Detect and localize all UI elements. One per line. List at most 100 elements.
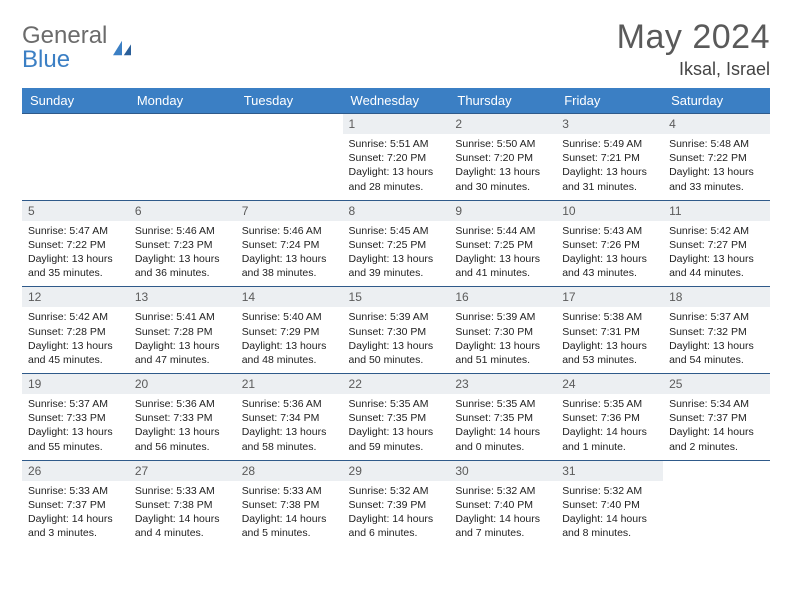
day-number: 24 [556, 374, 663, 394]
day-number: 17 [556, 287, 663, 307]
day-details: Sunrise: 5:44 AMSunset: 7:25 PMDaylight:… [449, 221, 556, 287]
logo: General Blue [22, 24, 133, 72]
day-details: Sunrise: 5:39 AMSunset: 7:30 PMDaylight:… [343, 307, 450, 373]
weekday-header: Thursday [449, 88, 556, 114]
day-number: 5 [22, 201, 129, 221]
weekday-header: Friday [556, 88, 663, 114]
sail-icon [111, 39, 133, 57]
calendar-cell: 4Sunrise: 5:48 AMSunset: 7:22 PMDaylight… [663, 114, 770, 201]
day-number: 21 [236, 374, 343, 394]
day-number: 11 [663, 201, 770, 221]
day-number: 14 [236, 287, 343, 307]
day-number: 1 [343, 114, 450, 134]
day-number: 20 [129, 374, 236, 394]
day-number: 9 [449, 201, 556, 221]
day-details: Sunrise: 5:34 AMSunset: 7:37 PMDaylight:… [663, 394, 770, 460]
day-details: Sunrise: 5:39 AMSunset: 7:30 PMDaylight:… [449, 307, 556, 373]
calendar-cell: 19Sunrise: 5:37 AMSunset: 7:33 PMDayligh… [22, 374, 129, 461]
day-number: 28 [236, 461, 343, 481]
weekday-header: Monday [129, 88, 236, 114]
day-details: Sunrise: 5:47 AMSunset: 7:22 PMDaylight:… [22, 221, 129, 287]
day-details: Sunrise: 5:38 AMSunset: 7:31 PMDaylight:… [556, 307, 663, 373]
calendar-cell: 8Sunrise: 5:45 AMSunset: 7:25 PMDaylight… [343, 200, 450, 287]
day-number: 29 [343, 461, 450, 481]
calendar-head: SundayMondayTuesdayWednesdayThursdayFrid… [22, 88, 770, 114]
calendar-cell: 6Sunrise: 5:46 AMSunset: 7:23 PMDaylight… [129, 200, 236, 287]
day-details: Sunrise: 5:40 AMSunset: 7:29 PMDaylight:… [236, 307, 343, 373]
calendar-row: 19Sunrise: 5:37 AMSunset: 7:33 PMDayligh… [22, 374, 770, 461]
day-number: 30 [449, 461, 556, 481]
day-details: Sunrise: 5:35 AMSunset: 7:35 PMDaylight:… [449, 394, 556, 460]
calendar-body: ......1Sunrise: 5:51 AMSunset: 7:20 PMDa… [22, 114, 770, 547]
day-details: Sunrise: 5:48 AMSunset: 7:22 PMDaylight:… [663, 134, 770, 200]
calendar-cell: 12Sunrise: 5:42 AMSunset: 7:28 PMDayligh… [22, 287, 129, 374]
calendar-cell: 9Sunrise: 5:44 AMSunset: 7:25 PMDaylight… [449, 200, 556, 287]
day-details: Sunrise: 5:32 AMSunset: 7:40 PMDaylight:… [556, 481, 663, 547]
day-number: 27 [129, 461, 236, 481]
day-number: 15 [343, 287, 450, 307]
day-number: 26 [22, 461, 129, 481]
calendar-cell: 21Sunrise: 5:36 AMSunset: 7:34 PMDayligh… [236, 374, 343, 461]
day-number: 18 [663, 287, 770, 307]
day-details: Sunrise: 5:50 AMSunset: 7:20 PMDaylight:… [449, 134, 556, 200]
day-number: 31 [556, 461, 663, 481]
day-number: 23 [449, 374, 556, 394]
day-number: 13 [129, 287, 236, 307]
calendar-cell: 30Sunrise: 5:32 AMSunset: 7:40 PMDayligh… [449, 460, 556, 546]
day-details: Sunrise: 5:49 AMSunset: 7:21 PMDaylight:… [556, 134, 663, 200]
calendar-cell: 2Sunrise: 5:50 AMSunset: 7:20 PMDaylight… [449, 114, 556, 201]
weekday-header: Sunday [22, 88, 129, 114]
day-details: Sunrise: 5:35 AMSunset: 7:35 PMDaylight:… [343, 394, 450, 460]
day-number: 6 [129, 201, 236, 221]
calendar-cell: .. [663, 460, 770, 546]
day-details: Sunrise: 5:33 AMSunset: 7:38 PMDaylight:… [236, 481, 343, 547]
day-details: Sunrise: 5:32 AMSunset: 7:40 PMDaylight:… [449, 481, 556, 547]
day-number: 4 [663, 114, 770, 134]
calendar-cell: 5Sunrise: 5:47 AMSunset: 7:22 PMDaylight… [22, 200, 129, 287]
calendar-cell: 15Sunrise: 5:39 AMSunset: 7:30 PMDayligh… [343, 287, 450, 374]
header: General Blue May 2024 Iksal, Israel [22, 18, 770, 80]
calendar-cell: 11Sunrise: 5:42 AMSunset: 7:27 PMDayligh… [663, 200, 770, 287]
calendar-cell: .. [236, 114, 343, 201]
weekday-header: Saturday [663, 88, 770, 114]
calendar-cell: 24Sunrise: 5:35 AMSunset: 7:36 PMDayligh… [556, 374, 663, 461]
calendar-cell: 29Sunrise: 5:32 AMSunset: 7:39 PMDayligh… [343, 460, 450, 546]
calendar-cell: 23Sunrise: 5:35 AMSunset: 7:35 PMDayligh… [449, 374, 556, 461]
calendar-cell: 20Sunrise: 5:36 AMSunset: 7:33 PMDayligh… [129, 374, 236, 461]
calendar-cell: 13Sunrise: 5:41 AMSunset: 7:28 PMDayligh… [129, 287, 236, 374]
calendar-row: 12Sunrise: 5:42 AMSunset: 7:28 PMDayligh… [22, 287, 770, 374]
calendar-cell: 14Sunrise: 5:40 AMSunset: 7:29 PMDayligh… [236, 287, 343, 374]
logo-text-2: Blue [22, 46, 70, 73]
calendar-cell: 7Sunrise: 5:46 AMSunset: 7:24 PMDaylight… [236, 200, 343, 287]
day-number: 2 [449, 114, 556, 134]
calendar-cell: 25Sunrise: 5:34 AMSunset: 7:37 PMDayligh… [663, 374, 770, 461]
day-details: Sunrise: 5:46 AMSunset: 7:23 PMDaylight:… [129, 221, 236, 287]
day-details: Sunrise: 5:37 AMSunset: 7:33 PMDaylight:… [22, 394, 129, 460]
day-details: Sunrise: 5:37 AMSunset: 7:32 PMDaylight:… [663, 307, 770, 373]
calendar-cell: 16Sunrise: 5:39 AMSunset: 7:30 PMDayligh… [449, 287, 556, 374]
day-details: Sunrise: 5:41 AMSunset: 7:28 PMDaylight:… [129, 307, 236, 373]
calendar-table: SundayMondayTuesdayWednesdayThursdayFrid… [22, 88, 770, 546]
day-details: Sunrise: 5:32 AMSunset: 7:39 PMDaylight:… [343, 481, 450, 547]
month-title: May 2024 [617, 18, 770, 57]
day-details: Sunrise: 5:36 AMSunset: 7:34 PMDaylight:… [236, 394, 343, 460]
day-number: 8 [343, 201, 450, 221]
calendar-row: 26Sunrise: 5:33 AMSunset: 7:37 PMDayligh… [22, 460, 770, 546]
weekday-header: Tuesday [236, 88, 343, 114]
title-block: May 2024 Iksal, Israel [617, 18, 770, 80]
day-details: Sunrise: 5:33 AMSunset: 7:38 PMDaylight:… [129, 481, 236, 547]
day-details: Sunrise: 5:42 AMSunset: 7:28 PMDaylight:… [22, 307, 129, 373]
day-number: 12 [22, 287, 129, 307]
calendar-cell: 3Sunrise: 5:49 AMSunset: 7:21 PMDaylight… [556, 114, 663, 201]
calendar-cell: 27Sunrise: 5:33 AMSunset: 7:38 PMDayligh… [129, 460, 236, 546]
calendar-cell: .. [129, 114, 236, 201]
day-details: Sunrise: 5:51 AMSunset: 7:20 PMDaylight:… [343, 134, 450, 200]
day-details: Sunrise: 5:45 AMSunset: 7:25 PMDaylight:… [343, 221, 450, 287]
day-details: Sunrise: 5:43 AMSunset: 7:26 PMDaylight:… [556, 221, 663, 287]
calendar-cell: 22Sunrise: 5:35 AMSunset: 7:35 PMDayligh… [343, 374, 450, 461]
weekday-header: Wednesday [343, 88, 450, 114]
calendar-cell: 26Sunrise: 5:33 AMSunset: 7:37 PMDayligh… [22, 460, 129, 546]
day-number: 16 [449, 287, 556, 307]
day-number: 10 [556, 201, 663, 221]
calendar-row: 5Sunrise: 5:47 AMSunset: 7:22 PMDaylight… [22, 200, 770, 287]
